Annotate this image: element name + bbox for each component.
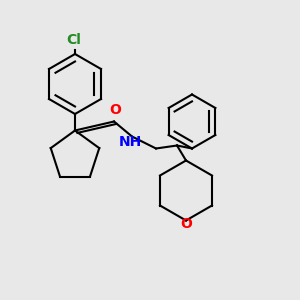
Text: O: O [110,103,122,117]
Text: Cl: Cl [66,32,81,46]
Text: NH: NH [119,134,142,148]
Text: O: O [180,217,192,231]
